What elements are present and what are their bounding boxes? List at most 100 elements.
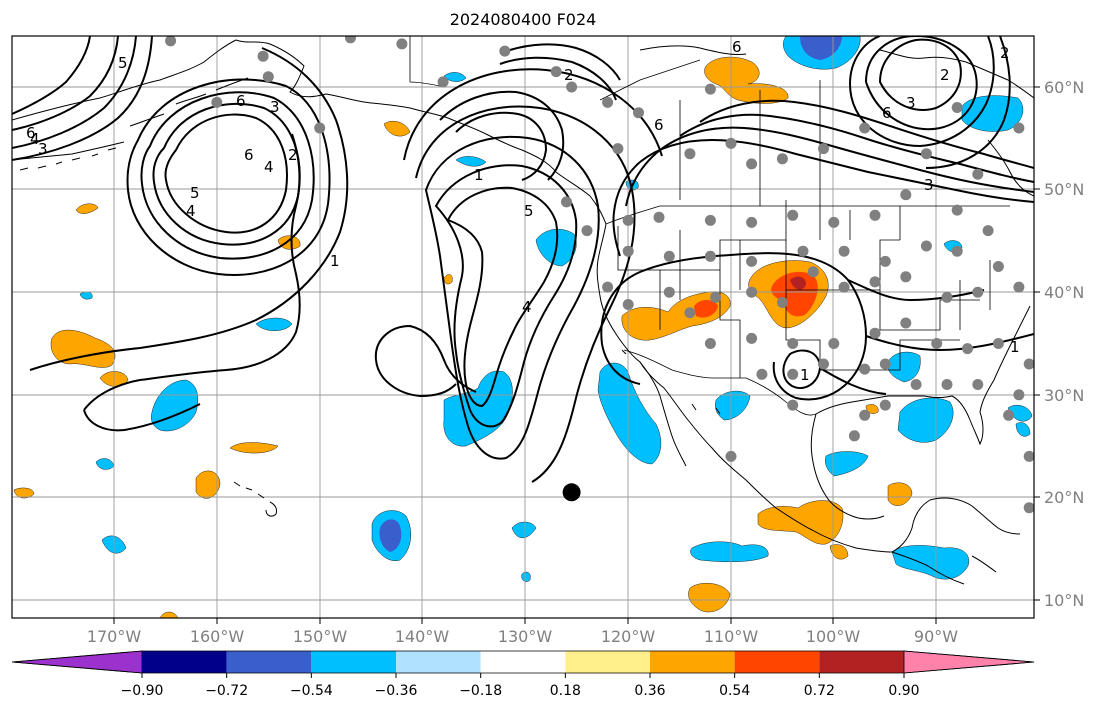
- shade-negative: [690, 541, 769, 562]
- colorbar-segment: [142, 651, 227, 673]
- lat-label: 30°N: [1044, 386, 1084, 405]
- station-dot: [869, 209, 881, 221]
- station-dot: [653, 211, 665, 223]
- shade-strong-positive: [694, 300, 718, 318]
- shade-negative: [1015, 422, 1031, 437]
- shade-negative: [521, 571, 531, 582]
- station-dot: [776, 297, 788, 308]
- contour-label: 6: [882, 104, 892, 122]
- shade-positive: [13, 487, 35, 499]
- station-dot: [602, 96, 614, 108]
- station-dot: [787, 338, 799, 349]
- shade-negative: [887, 351, 921, 383]
- colorbar-tick-label: −0.18: [459, 683, 502, 699]
- station-dot: [787, 209, 799, 221]
- contour-label: 2: [288, 146, 298, 164]
- colorbar-segment: [311, 651, 396, 673]
- station-dot: [920, 240, 932, 252]
- station-dot: [211, 96, 223, 108]
- station-dot: [1013, 281, 1025, 293]
- lat-label: 20°N: [1044, 488, 1084, 507]
- shade-negative: [891, 545, 970, 580]
- colorbar-extend-low: [11, 650, 143, 674]
- contour-label: 6: [26, 124, 36, 142]
- contour-label: 5: [118, 54, 128, 72]
- shade-positive: [704, 56, 789, 104]
- lon-label: 170°W: [87, 627, 142, 646]
- lat-label: 60°N: [1044, 78, 1084, 97]
- station-dot: [828, 338, 840, 349]
- lon-label: 160°W: [190, 627, 245, 646]
- station-dot: [1013, 122, 1025, 134]
- contour-label: 4: [264, 158, 274, 176]
- station-dot: [972, 286, 984, 298]
- station-dot: [1023, 450, 1034, 462]
- colorbar-segment: [650, 651, 735, 673]
- shade-positive: [75, 203, 99, 214]
- contour-label: 2: [940, 66, 950, 84]
- station-dot: [951, 204, 963, 216]
- shade-negative: [511, 521, 537, 538]
- colorbar-tick-label: −0.36: [375, 683, 418, 699]
- station-dot: [561, 196, 572, 208]
- colorbar-tick-label: 0.18: [550, 683, 581, 699]
- station-dot: [684, 307, 696, 319]
- station-dot: [581, 225, 593, 237]
- contour-label: 6: [236, 92, 246, 110]
- station-dot: [869, 276, 881, 288]
- station-dot: [612, 143, 624, 155]
- contour-label: 2: [1000, 44, 1010, 62]
- shade-positive: [443, 274, 453, 285]
- contour-label: 4: [30, 130, 40, 148]
- station-dot: [828, 216, 840, 228]
- colorbar-segment: [819, 651, 904, 673]
- station-dot: [663, 286, 675, 298]
- contour-label: 6: [654, 116, 664, 134]
- station-dot: [859, 409, 871, 421]
- station-dot: [859, 122, 871, 134]
- shade-positive: [383, 121, 411, 137]
- shade-strong-positive: [790, 276, 806, 290]
- contour-label: 3: [38, 140, 48, 158]
- contour-label: 1: [1010, 338, 1020, 356]
- station-dot: [818, 143, 829, 155]
- station-dot: [920, 148, 932, 160]
- shade-strong-negative: [379, 519, 402, 552]
- station-dot: [941, 291, 953, 303]
- colorbar-segment: [480, 651, 566, 673]
- station-dot: [704, 338, 716, 349]
- station-dot: [900, 189, 912, 201]
- shade-negative: [1007, 405, 1033, 422]
- station-dot: [725, 450, 737, 462]
- station-dot: [1013, 389, 1025, 401]
- lon-axis: 170°W 160°W 150°W 140°W 130°W 120°W 110°…: [87, 618, 958, 646]
- station-dot: [982, 225, 994, 237]
- station-dot: [756, 368, 768, 380]
- station-dot: [704, 83, 716, 95]
- contour-lines: [12, 36, 1034, 483]
- station-dot: [941, 379, 953, 390]
- contour-label: 3: [906, 94, 916, 112]
- colorbar-tick-label: 0.36: [634, 683, 665, 699]
- colorbar: −0.90 −0.72 −0.54 −0.36 −0.18 0.18 0.36 0.54 0.7…: [11, 650, 1035, 699]
- colorbar-segment: [396, 651, 481, 673]
- station-dot: [710, 291, 722, 303]
- station-dot: [262, 71, 274, 83]
- station-dot: [550, 66, 562, 78]
- station-dot: [818, 358, 829, 370]
- station-dot: [972, 168, 984, 180]
- station-dot: [622, 214, 634, 226]
- lon-label: 110°W: [704, 627, 759, 646]
- highlight-marker: [562, 483, 581, 502]
- station-dot: [1034, 228, 1045, 239]
- contour-label: 3: [924, 176, 934, 194]
- contour-labels: 5 4 6 4 3 6 2 1 5 4 1 2 6 1 2 6 3 6 4 3 …: [26, 38, 1020, 384]
- contour-label: 1: [800, 366, 810, 384]
- station-dot: [396, 38, 408, 50]
- shade-strong-negative: [800, 36, 842, 60]
- contour-label: 2: [564, 66, 574, 84]
- contour-label: 5: [524, 202, 534, 220]
- station-dot: [746, 216, 758, 228]
- station-dot: [879, 358, 891, 370]
